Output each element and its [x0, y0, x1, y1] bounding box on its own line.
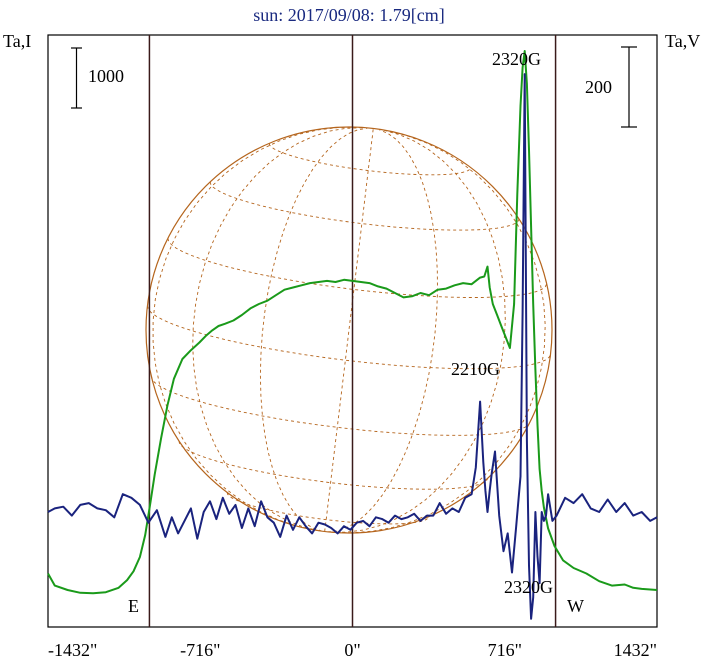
latitude-line — [167, 238, 548, 298]
left-scale-bar-label: 1000 — [88, 66, 124, 86]
right-scale-bar-label: 200 — [585, 77, 612, 97]
series-ta-i-line — [47, 50, 658, 595]
latitude-line — [226, 492, 430, 525]
x-tick-label: 716" — [488, 640, 522, 660]
x-tick-label: -1432" — [48, 640, 97, 660]
right-scale-bar — [621, 46, 637, 128]
annotation-2320g-top: 2320G — [492, 49, 541, 69]
annotation-2210g: 2210G — [451, 359, 500, 379]
left-axis-label: Ta,I — [3, 31, 31, 51]
longitude-line — [259, 127, 368, 532]
series-ta-v-line — [47, 73, 658, 620]
x-tick-label: 1432" — [614, 640, 657, 660]
west-limb-label: W — [567, 596, 584, 616]
x-tick-label: 0" — [344, 640, 360, 660]
longitude-line — [327, 129, 438, 533]
left-scale-bar — [71, 47, 82, 109]
longitude-line — [152, 126, 360, 532]
latitude-line — [150, 376, 531, 436]
x-tick-labels: -1432" -716" 0" 716" 1432" — [48, 640, 657, 660]
longitude-line — [331, 130, 546, 534]
series-layer — [47, 50, 658, 620]
right-axis-label: Ta,V — [665, 31, 700, 51]
annotation-2320g-bottom: 2320G — [504, 577, 553, 597]
longitude-line — [324, 128, 374, 532]
latitude-line — [209, 181, 520, 231]
longitude-line — [192, 127, 363, 532]
x-tick-label: -716" — [180, 640, 220, 660]
latitude-line — [268, 143, 472, 176]
chart-title: sun: 2017/09/08: 1.79[cm] — [253, 5, 445, 25]
east-limb-label: E — [128, 596, 139, 616]
latitude-line — [178, 440, 489, 490]
longitude-line — [330, 129, 506, 533]
